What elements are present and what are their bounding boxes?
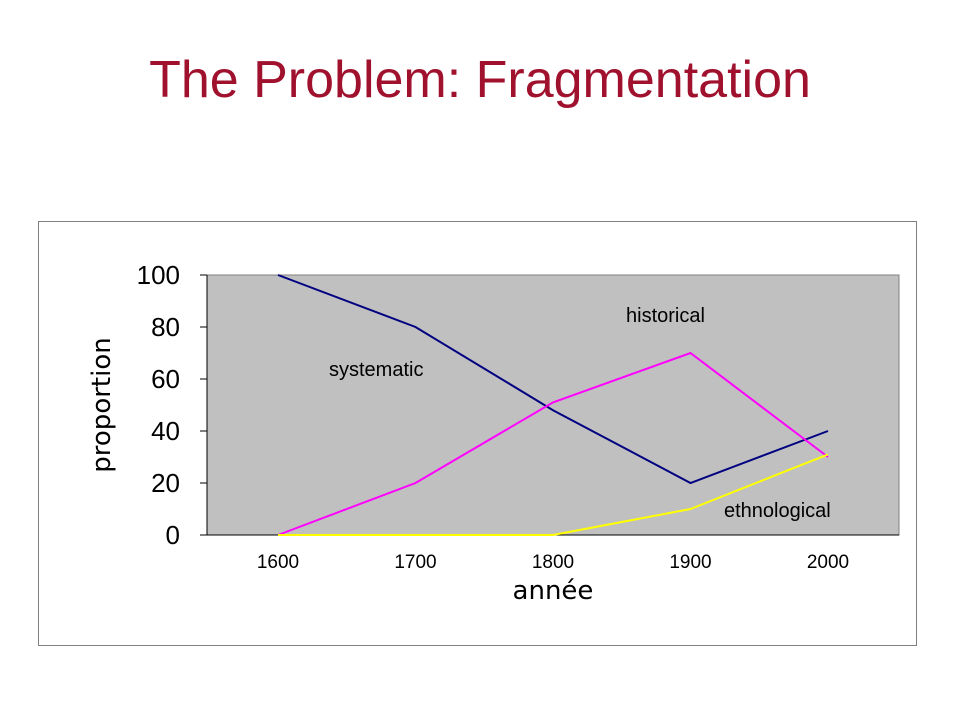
- series-line-systematic: [277, 274, 829, 485]
- y-axis: 0 20 40 60 80 100: [137, 260, 208, 550]
- plot-area: [206, 274, 900, 536]
- series-lines: [277, 274, 829, 536]
- x-tick-label: 1900: [669, 552, 711, 573]
- y-tick-label: 0: [166, 520, 180, 550]
- x-tick-label: 2000: [807, 552, 849, 573]
- slide-title: The Problem: Fragmentation: [149, 51, 811, 109]
- y-tick-label: 20: [151, 468, 180, 498]
- y-tick-label: 40: [151, 416, 180, 446]
- y-tick-label: 80: [151, 312, 180, 342]
- x-axis-title: année: [513, 576, 594, 606]
- x-tick-label: 1800: [532, 552, 574, 573]
- y-axis-title: proportion: [87, 337, 117, 472]
- x-tick-label: 1700: [394, 552, 436, 573]
- annotation-ethnological: ethnological: [724, 500, 831, 522]
- series-line-ethnological: [278, 453, 829, 536]
- x-tick-label: 1600: [257, 552, 299, 573]
- series-line-historical: [277, 351, 829, 536]
- annotation-systematic: systematic: [329, 359, 423, 381]
- y-tick-label: 100: [137, 260, 180, 290]
- y-tick-label: 60: [151, 364, 180, 394]
- annotation-historical: historical: [626, 305, 705, 327]
- x-axis: 1600 1700 1800 1900 2000: [207, 534, 899, 573]
